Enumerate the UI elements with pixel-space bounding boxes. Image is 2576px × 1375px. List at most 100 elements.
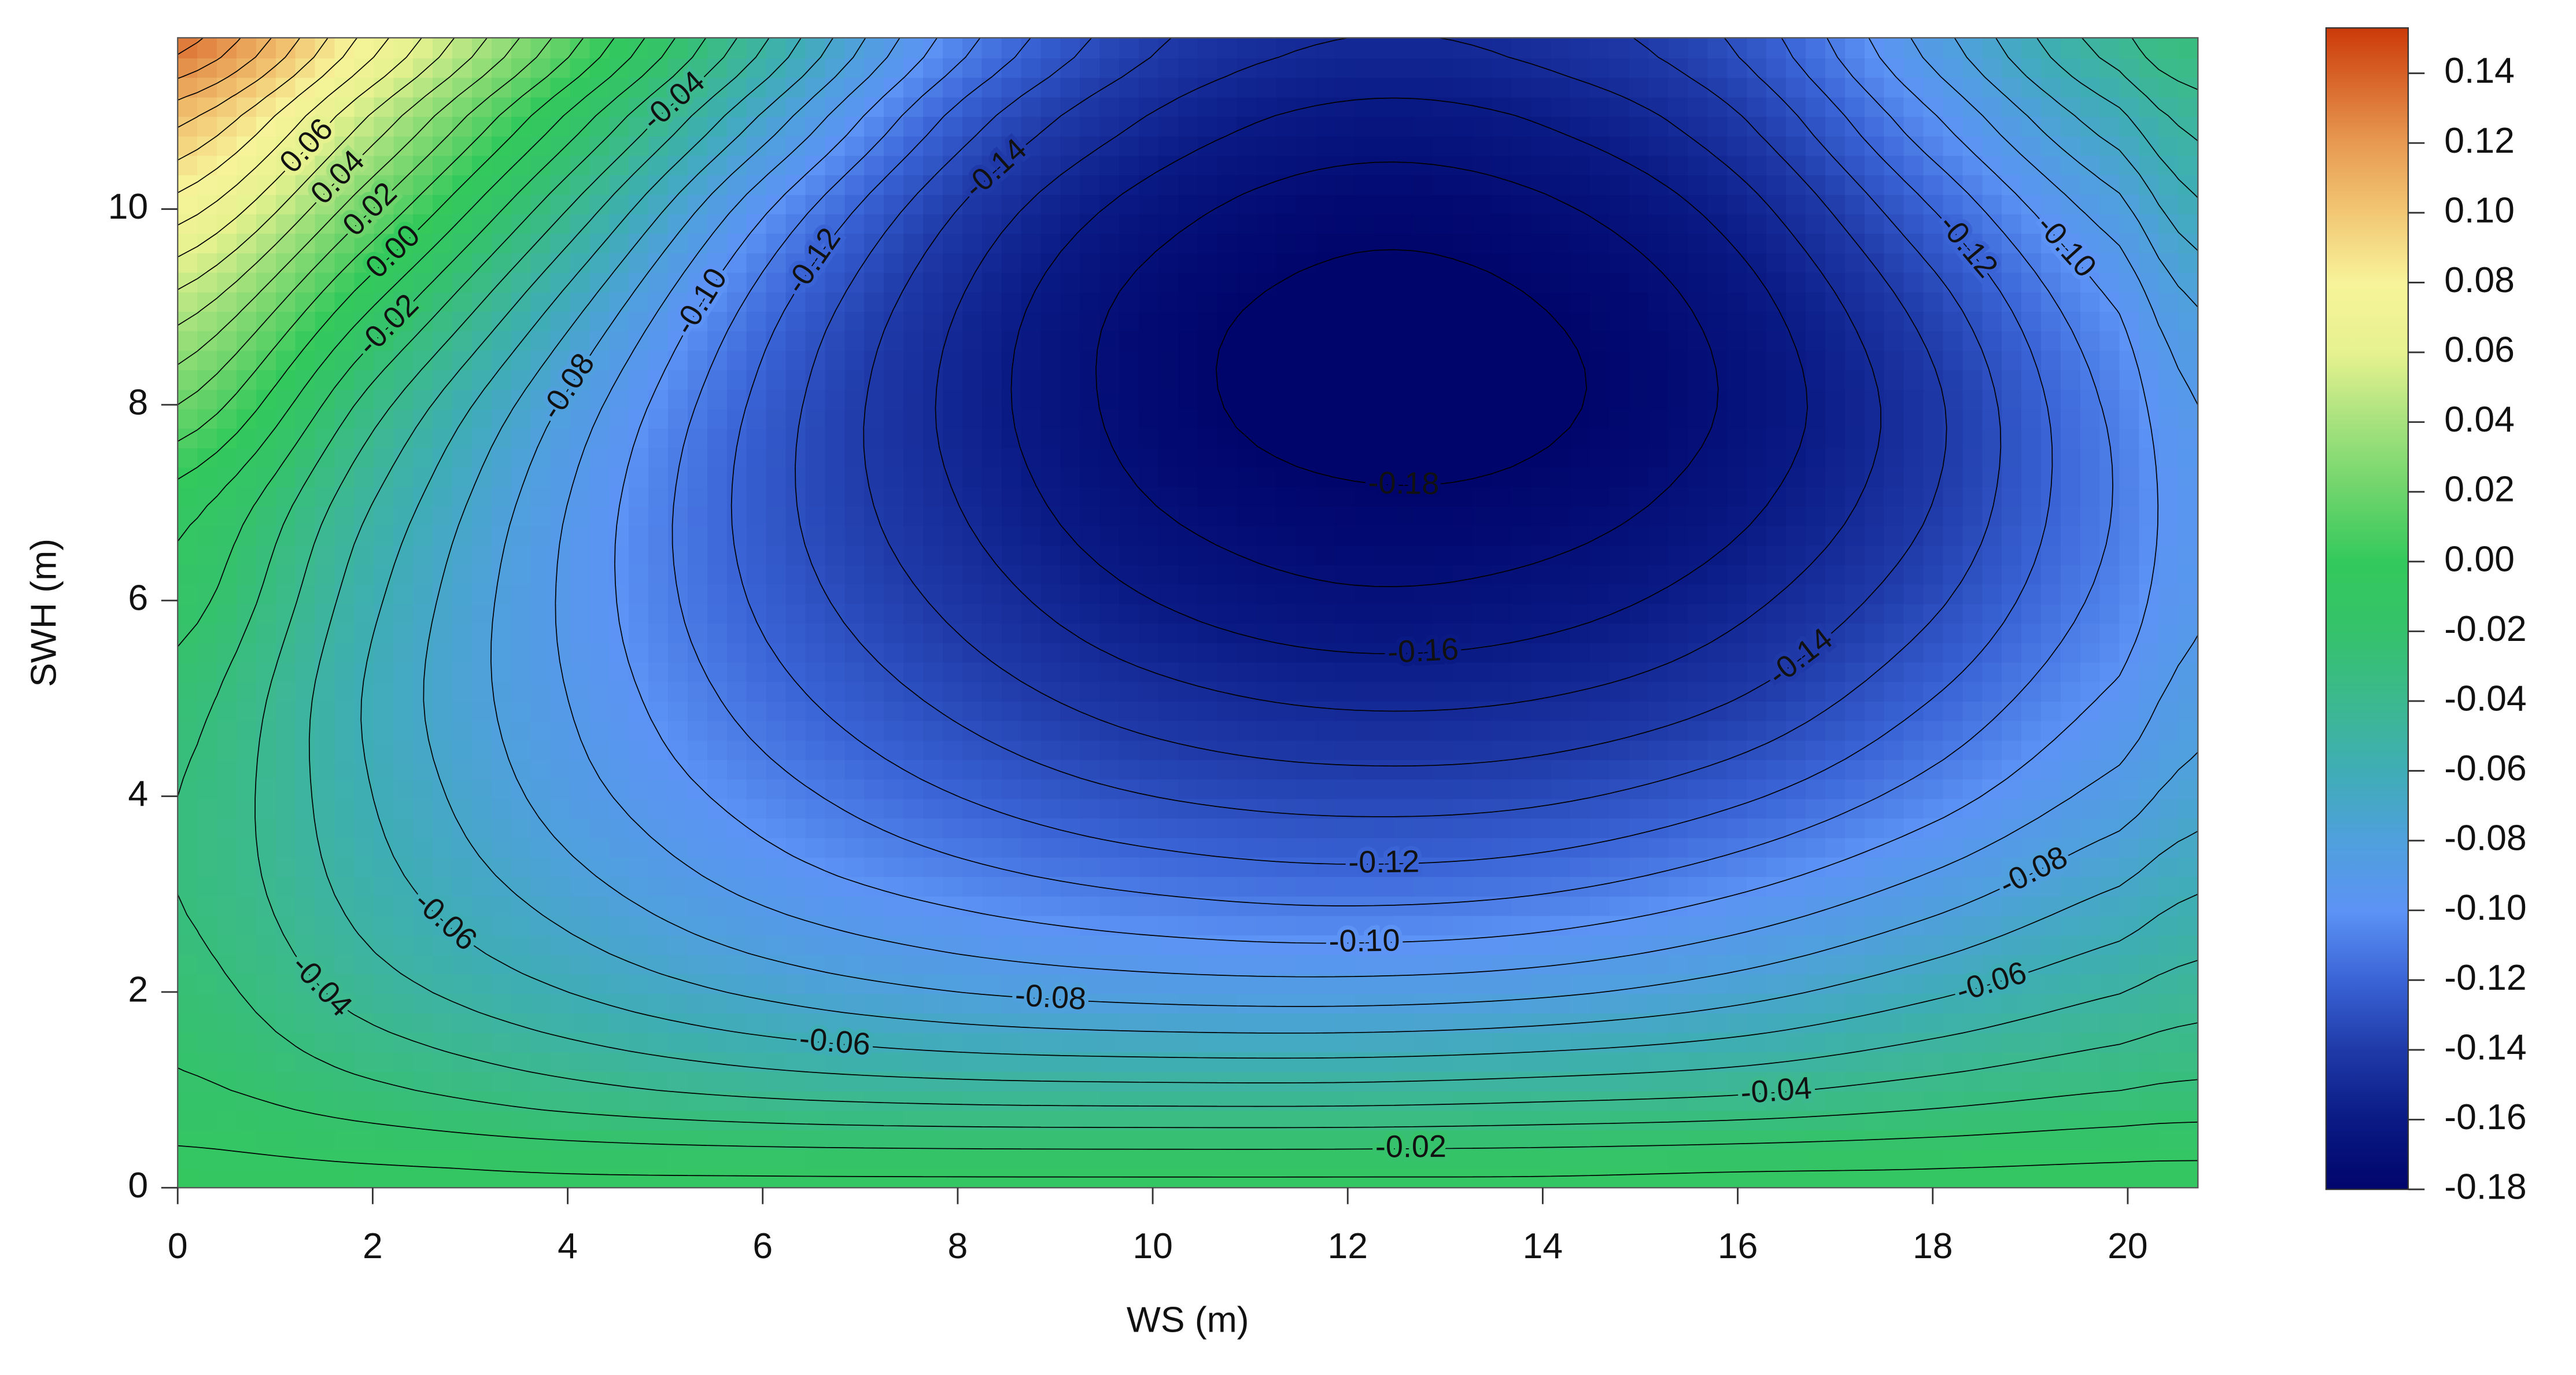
heat-cell (1551, 1031, 1572, 1053)
heat-cell (570, 1051, 591, 1072)
heat-cell (746, 447, 767, 468)
heat-cell (374, 583, 395, 604)
heat-cell (1766, 486, 1788, 507)
heat-cell (1413, 817, 1434, 838)
heat-cell (2040, 817, 2062, 838)
heat-cell (1335, 1148, 1356, 1170)
heat-cell (922, 758, 944, 780)
heat-cell (1276, 622, 1297, 643)
heat-cell (1060, 349, 1082, 371)
heat-cell (374, 993, 395, 1013)
heat-cell (1648, 739, 1670, 760)
heat-cell (275, 700, 297, 721)
heat-cell (354, 700, 375, 721)
heat-cell (2021, 915, 2042, 936)
heat-cell (197, 311, 219, 331)
heat-cell (1276, 739, 1297, 760)
heat-cell (1040, 291, 1062, 312)
heat-cell (942, 349, 964, 371)
heat-cell (1747, 1129, 1768, 1150)
heat-cell (1393, 681, 1415, 702)
heat-cell (354, 1109, 375, 1131)
heat-cell (1099, 836, 1121, 858)
heat-cell (1903, 505, 1925, 526)
heat-cell (295, 642, 316, 663)
heat-cell (1099, 252, 1121, 273)
heat-cell (1217, 700, 1238, 721)
heat-cell (687, 564, 708, 585)
heat-cell (1276, 311, 1297, 331)
heat-cell (1413, 388, 1434, 410)
heat-cell (1138, 778, 1160, 799)
heat-cell (2002, 1109, 2023, 1131)
heat-cell (1982, 603, 2003, 624)
heat-cell (1080, 427, 1101, 448)
heat-cell (707, 836, 728, 858)
heat-cell (805, 836, 826, 858)
heat-cell (1825, 1109, 1846, 1131)
heat-cell (1355, 1168, 1375, 1188)
heat-cell (1747, 447, 1768, 468)
heat-cell (785, 915, 807, 936)
heat-cell (766, 973, 787, 994)
heat-cell (629, 758, 650, 780)
heat-cell (393, 934, 415, 955)
heat-cell (197, 836, 219, 858)
heat-cell (1668, 330, 1689, 351)
heat-cell (884, 1012, 905, 1033)
heat-cell (1413, 1051, 1434, 1072)
heat-cell (1452, 876, 1474, 897)
heat-cell (1531, 953, 1552, 975)
heat-cell (2080, 1168, 2101, 1188)
heat-cell (315, 1109, 336, 1131)
heat-cell (1707, 720, 1729, 741)
heat-cell (1982, 369, 2003, 390)
heat-cell (922, 798, 944, 819)
heat-cell (550, 544, 571, 566)
heat-cell (1256, 271, 1278, 293)
heat-cell (589, 603, 611, 624)
heat-cell (746, 544, 767, 566)
heat-cell (1962, 291, 1984, 312)
heat-cell (1492, 836, 1513, 858)
heat-cell (1178, 622, 1199, 643)
heat-cell (844, 311, 866, 331)
heat-cell (629, 856, 650, 878)
heat-cell (805, 720, 826, 741)
heat-cell (1138, 642, 1160, 663)
heat-cell (1884, 447, 1905, 468)
heat-cell (1433, 1071, 1454, 1092)
heat-cell (1355, 1031, 1375, 1053)
heat-cell (1374, 330, 1395, 351)
heat-cell (687, 1168, 708, 1188)
heat-cell (1551, 1129, 1572, 1150)
heat-cell (550, 505, 571, 526)
heat-cell (1374, 291, 1395, 312)
heat-cell (981, 720, 1003, 741)
heat-cell (1433, 505, 1454, 526)
heat-cell (825, 661, 846, 683)
heat-cell (1668, 427, 1689, 448)
heat-cell (530, 953, 552, 975)
heat-cell (275, 758, 297, 780)
heat-cell (864, 700, 885, 721)
heat-cell (942, 876, 964, 897)
heat-cell (1452, 934, 1474, 955)
heat-cell (707, 1051, 728, 1072)
heat-cell (1511, 583, 1533, 604)
heat-cell (746, 1168, 767, 1188)
heat-cell (197, 915, 219, 936)
heat-cell (1119, 856, 1140, 878)
heat-cell (1158, 271, 1179, 293)
heat-cell (1589, 427, 1611, 448)
heat-cell (668, 953, 689, 975)
heat-cell (1315, 642, 1337, 663)
heat-cell (1648, 447, 1670, 468)
heat-cell (1472, 486, 1493, 507)
heat-cell (433, 486, 454, 507)
heat-cell (1766, 330, 1788, 351)
heat-cell (1629, 603, 1650, 624)
heat-cell (1393, 252, 1415, 273)
heat-cell (825, 876, 846, 897)
heat-cell (1080, 1129, 1101, 1150)
